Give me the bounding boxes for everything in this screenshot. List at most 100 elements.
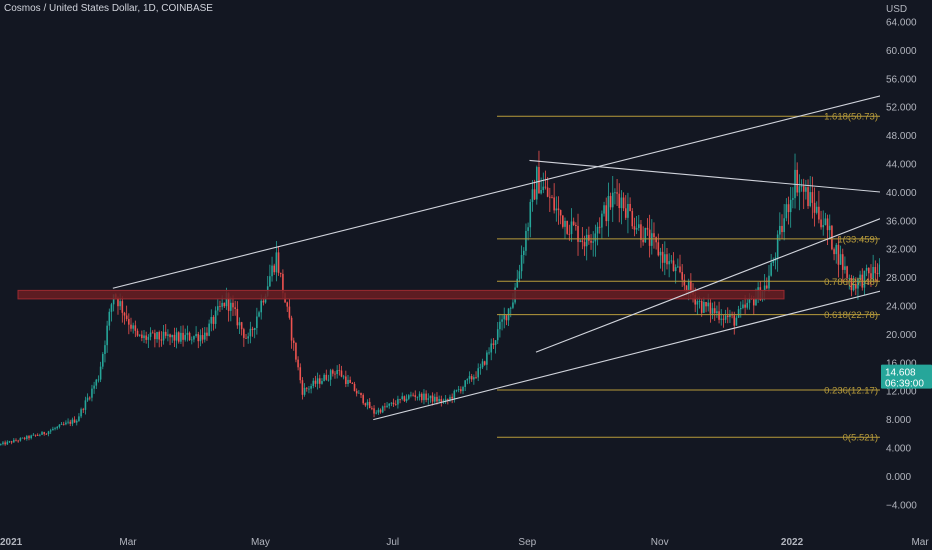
fibonacci-retracement[interactable]: 1.618(50.73) 1(33.459) 0.786(27.48) 0.618(2…	[497, 112, 880, 444]
price-axis-currency: USD	[886, 4, 907, 15]
candle-body	[640, 224, 642, 240]
time-tick-label: Mar	[119, 537, 137, 548]
candle-body	[82, 409, 85, 411]
candle-body	[818, 206, 820, 220]
candle-body	[429, 395, 432, 399]
candle-body	[796, 169, 798, 193]
candle-body	[21, 437, 24, 439]
candle-body	[256, 316, 258, 328]
time-tick-label: 2022	[781, 537, 804, 548]
candle-body	[269, 276, 271, 287]
candle-body	[664, 254, 666, 263]
candle-body	[336, 370, 338, 375]
candle-body	[158, 332, 161, 340]
candle-body	[564, 220, 566, 227]
price-tick-label: 20.000	[886, 330, 917, 341]
candle-body	[789, 199, 792, 213]
candle-body	[119, 301, 121, 307]
time-tick-label: May	[251, 537, 270, 548]
candle-body	[653, 233, 655, 238]
candle-body	[752, 298, 755, 306]
candle-body	[175, 332, 178, 341]
candle-body	[579, 240, 581, 242]
candle-body	[182, 332, 184, 340]
price-tick-label: 44.000	[886, 160, 917, 171]
candle-body	[173, 334, 176, 341]
candle-body	[141, 334, 143, 339]
fib-level-label: 0.786(27.48)	[824, 277, 878, 288]
candle-body	[503, 315, 506, 320]
candle-body	[297, 359, 299, 368]
trendline	[373, 277, 932, 421]
candle-body	[32, 434, 35, 436]
candle-body	[243, 329, 245, 338]
candle-body	[305, 387, 308, 389]
candle-body	[687, 280, 690, 293]
candle-body	[488, 352, 490, 354]
candle-body	[724, 315, 727, 320]
candle-body	[362, 395, 364, 404]
candle-body	[436, 396, 438, 402]
candle-body	[516, 278, 519, 288]
candle-body	[772, 260, 775, 263]
candle-body	[273, 265, 276, 273]
candle-body	[844, 266, 846, 270]
candle-body	[368, 401, 371, 408]
candle-body	[598, 226, 601, 228]
candle-body	[572, 221, 575, 225]
candle-body	[97, 379, 100, 381]
candle-body	[716, 311, 718, 314]
last-price-value: 14.608	[885, 368, 916, 379]
candle-body	[260, 300, 262, 313]
candle-body	[2, 442, 4, 445]
candle-body	[713, 308, 716, 314]
candle-body	[779, 225, 781, 235]
candle-body	[509, 307, 512, 309]
trendlines[interactable]	[112, 85, 932, 421]
candle-body	[190, 339, 193, 341]
candle-body	[353, 383, 356, 391]
candle-body	[271, 265, 273, 277]
candle-body	[720, 318, 723, 320]
candle-body	[143, 335, 145, 339]
candle-body	[603, 205, 605, 214]
candle-body	[559, 210, 562, 216]
candle-body	[4, 442, 6, 445]
candle-body	[470, 376, 473, 380]
candle-body	[805, 187, 807, 192]
price-axis[interactable]: USD 64.000 60.000 56.000 52.000 48.000 44.000 4…	[880, 0, 932, 550]
candle-body	[65, 422, 67, 425]
candle-body	[214, 310, 217, 324]
candle-body	[275, 252, 278, 273]
candle-body	[45, 433, 48, 435]
time-tick-label: Jul	[386, 537, 399, 548]
candle-body	[494, 340, 497, 345]
time-axis[interactable]: 2021MarMayJulSepNov2022MarMayJulSepNov20…	[0, 537, 932, 548]
candle-body	[323, 374, 325, 382]
candle-body	[822, 224, 825, 228]
candle-body	[828, 225, 831, 231]
time-tick-label: Nov	[651, 537, 669, 548]
candle-body	[401, 396, 404, 400]
price-axis-background	[880, 0, 932, 550]
candle-body	[62, 423, 65, 425]
candle-body	[542, 186, 545, 190]
candle-body	[685, 285, 688, 293]
candle-body	[249, 328, 252, 337]
candle-body	[694, 294, 696, 305]
candle-body	[824, 218, 827, 225]
candle-body	[627, 203, 629, 218]
candle-body	[763, 285, 766, 292]
price-tick-label: 16.000	[886, 358, 917, 369]
candle-body	[525, 230, 527, 251]
candle-body	[637, 224, 640, 228]
candle-body	[312, 380, 315, 387]
price-tick-label: 28.000	[886, 273, 917, 284]
fib-level-label: 0.236(12.17)	[824, 385, 878, 396]
candle-body	[134, 325, 137, 331]
candle-body	[846, 266, 848, 279]
candle-body	[570, 221, 573, 235]
candle-body	[52, 428, 54, 431]
candle-body	[837, 244, 840, 265]
